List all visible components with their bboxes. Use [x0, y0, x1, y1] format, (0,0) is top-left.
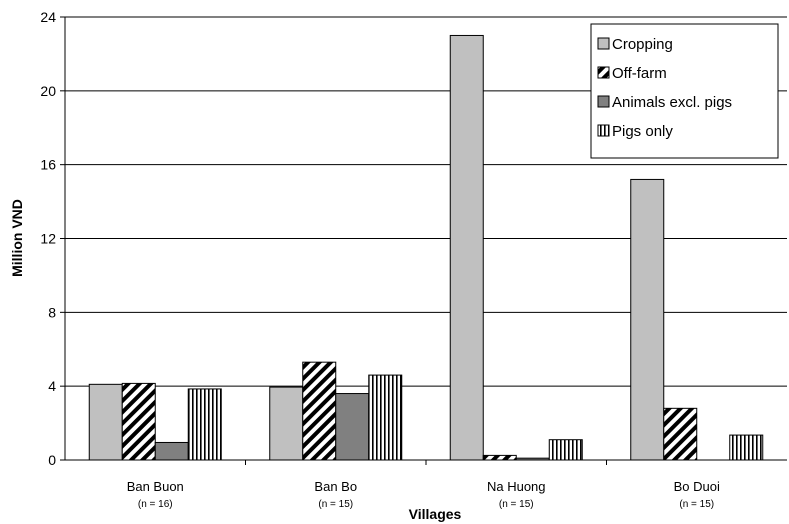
bar-pigs-only-ban-bo	[368, 374, 403, 461]
x-axis-title: Villages	[409, 506, 462, 522]
legend-swatch	[597, 95, 610, 108]
x-category-label: Ban Bo	[314, 479, 357, 494]
axis-labels: 0 4 8 12 16 20 24 Ban Buon (n = 16) Ban Bo (n = 15…	[40, 9, 720, 510]
legend-label: Off-farm	[612, 65, 667, 82]
bar-pigs-only-bo-duoi	[729, 434, 764, 461]
gridlines	[65, 16, 787, 387]
legend-label: Pigs only	[612, 123, 673, 140]
legend-swatch	[597, 66, 610, 79]
bar-cropping-ban-buon	[88, 383, 123, 461]
axes	[60, 16, 787, 465]
y-tick-label: 24	[40, 9, 56, 25]
x-category-label: Na Huong	[487, 479, 546, 494]
x-category-label: Bo Duoi	[674, 479, 720, 494]
bar-cropping-na-huong	[449, 34, 484, 461]
y-tick-label: 16	[40, 157, 56, 173]
legend-swatch	[597, 37, 610, 50]
y-axis-title: Million VND	[9, 199, 25, 277]
bar-cropping-ban-bo	[269, 386, 304, 461]
bar-cropping-bo-duoi	[630, 178, 665, 461]
bar-off-farm-ban-buon	[121, 382, 156, 461]
bar-pigs-only-na-huong	[548, 439, 583, 461]
legend-label: Animals excl. pigs	[612, 94, 732, 111]
x-category-note: (n = 16)	[138, 499, 173, 510]
x-category-label: Ban Buon	[127, 479, 184, 494]
bar-off-farm-bo-duoi	[663, 407, 698, 461]
y-tick-label: 8	[48, 304, 56, 320]
bar-off-farm-ban-bo	[302, 361, 337, 461]
y-tick-label: 12	[40, 231, 56, 247]
x-category-note: (n = 15)	[499, 499, 534, 510]
bar-animals-excl-pigs-ban-bo	[335, 393, 370, 461]
bar-animals-excl-pigs-ban-buon	[154, 441, 189, 461]
bars	[88, 34, 764, 461]
legend-label: Cropping	[612, 36, 673, 53]
y-tick-label: 20	[40, 83, 56, 99]
legend: Cropping Off-farm Animals excl. pigs Pigs o…	[590, 23, 779, 159]
legend-box	[590, 23, 779, 159]
y-tick-label: 4	[48, 378, 56, 394]
legend-swatch	[597, 124, 610, 137]
y-tick-label: 0	[48, 452, 56, 468]
x-category-note: (n = 15)	[679, 499, 714, 510]
x-category-note: (n = 15)	[318, 499, 353, 510]
bar-pigs-only-ban-buon	[187, 388, 222, 461]
bar-off-farm-na-huong	[482, 454, 517, 461]
